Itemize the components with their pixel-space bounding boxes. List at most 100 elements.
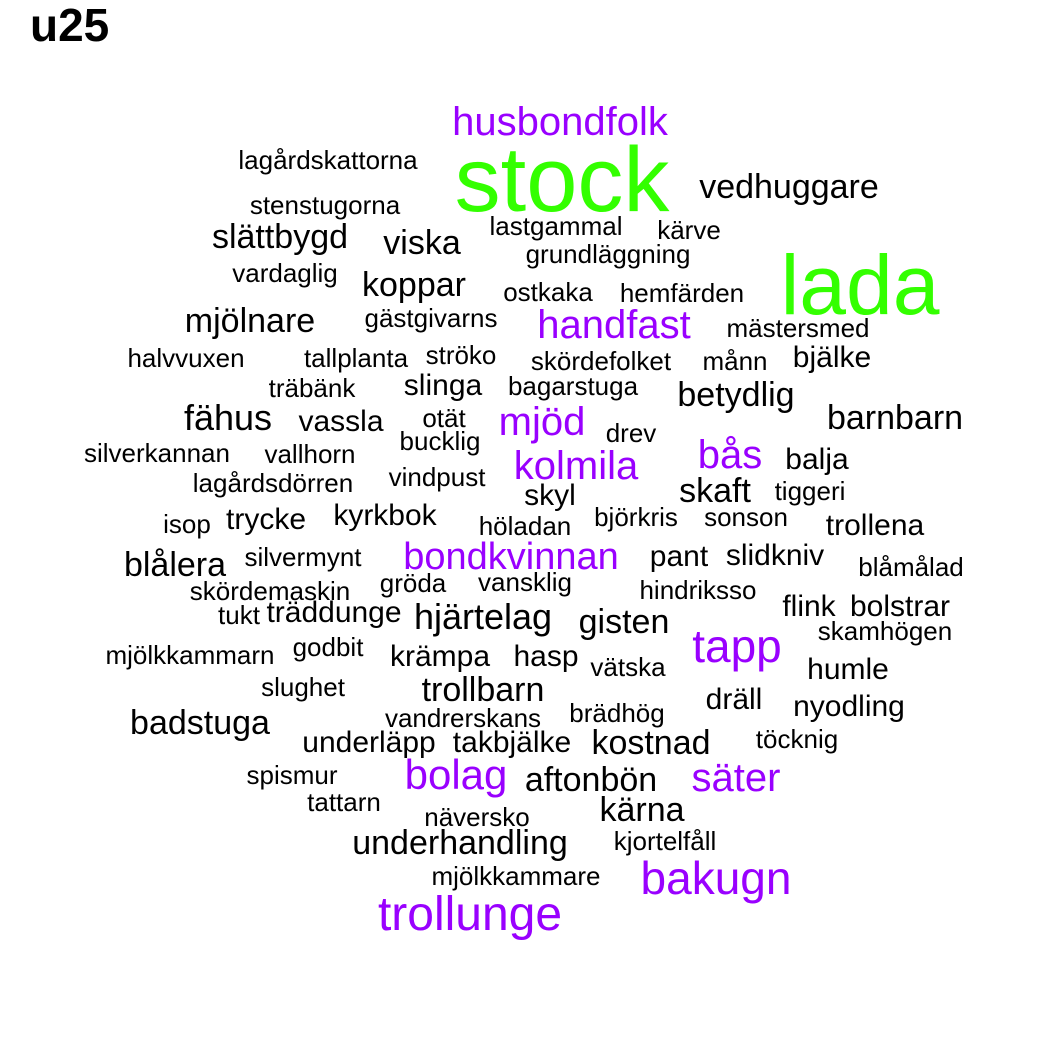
cloud-word: underhandling — [352, 824, 568, 862]
cloud-word: tallplanta — [303, 343, 409, 373]
cloud-word: isop — [163, 509, 211, 539]
cloud-word: bås — [697, 433, 763, 477]
cloud-word: vallhorn — [264, 439, 356, 469]
cloud-word: dräll — [705, 683, 763, 716]
cloud-word: spismur — [246, 760, 338, 790]
cloud-word: björkris — [594, 502, 678, 532]
cloud-word: slidkniv — [725, 539, 825, 572]
cloud-word: skaft — [679, 472, 751, 510]
cloud-word: grundläggning — [525, 239, 691, 269]
cloud-word: blåmålad — [858, 552, 964, 582]
cloud-word: takbjälke — [452, 726, 572, 759]
cloud-word: hjärtelag — [413, 596, 553, 637]
cloud-word: vandrerskans — [384, 703, 542, 733]
cloud-word: sonson — [704, 502, 788, 532]
cloud-word: hemfärden — [619, 278, 745, 308]
cloud-word: vedhuggare — [699, 168, 879, 206]
cloud-word: bucklig — [399, 426, 481, 456]
cloud-word: tattarn — [307, 787, 381, 817]
cloud-word: träddunge — [266, 596, 402, 629]
cloud-word: otät — [422, 403, 466, 433]
cloud-word: fähus — [183, 397, 273, 438]
cloud-word: bolstrar — [849, 590, 951, 623]
cloud-word: bolag — [404, 751, 508, 798]
cloud-word: stenstugorna — [249, 190, 401, 220]
cloud-word: mjölkkammare — [431, 861, 601, 891]
cloud-word: tiggeri — [774, 476, 846, 506]
cloud-word: säter — [691, 756, 781, 800]
cloud-word: flink — [782, 590, 836, 623]
cloud-word: kolmila — [513, 444, 639, 488]
cloud-word: brädhög — [569, 698, 665, 728]
cloud-word: ostkaka — [503, 277, 593, 307]
page-title: u25 — [30, 0, 110, 51]
cloud-word: trycke — [225, 503, 307, 536]
cloud-word: ströko — [425, 340, 497, 370]
cloud-word: lagårdsdörren — [192, 468, 354, 498]
cloud-word: mästersmed — [726, 313, 870, 343]
cloud-word: godbit — [292, 632, 364, 662]
cloud-word: vindpust — [388, 462, 486, 492]
cloud-word: mjöd — [498, 400, 586, 444]
cloud-word: hasp — [513, 640, 579, 673]
cloud-word: kostnad — [591, 724, 711, 762]
cloud-word: viska — [383, 224, 461, 262]
cloud-word: vansklig — [478, 567, 572, 597]
cloud-word: stock — [454, 129, 670, 231]
cloud-word: bjälke — [792, 341, 872, 374]
cloud-word: näversko — [424, 802, 530, 832]
cloud-word: underläpp — [302, 726, 436, 759]
cloud-word: balja — [785, 443, 849, 476]
cloud-word: badstuga — [130, 704, 270, 742]
cloud-word: mjölkkammarn — [105, 640, 275, 670]
cloud-word: bondkvinnan — [403, 536, 619, 578]
cloud-word: lastgammal — [489, 211, 623, 241]
cloud-word: aftonbön — [524, 761, 658, 799]
cloud-word: kärve — [657, 215, 721, 245]
cloud-word: hindriksso — [639, 575, 757, 605]
cloud-word: barnbarn — [826, 399, 964, 437]
cloud-word: vardaglig — [232, 258, 338, 288]
cloud-word: mjölnare — [184, 302, 316, 340]
cloud-word: skördefolket — [530, 346, 672, 376]
cloud-word: bagarstuga — [507, 371, 639, 401]
cloud-word: koppar — [362, 266, 466, 304]
cloud-word: slughet — [261, 672, 345, 702]
cloud-word: skördemaskin — [189, 576, 351, 606]
cloud-word: tapp — [692, 620, 782, 672]
cloud-word: kärna — [599, 791, 685, 829]
cloud-word: husbondfolk — [452, 100, 668, 144]
cloud-word: vassla — [298, 405, 384, 438]
cloud-word: betydlig — [677, 376, 795, 414]
cloud-word: trollbarn — [421, 671, 545, 709]
cloud-word: trollunge — [377, 888, 563, 941]
cloud-word: höladan — [478, 511, 572, 541]
cloud-word: halvvuxen — [127, 343, 245, 373]
cloud-word: gisten — [578, 603, 670, 641]
cloud-word: månn — [702, 346, 768, 376]
cloud-word: blålera — [123, 546, 227, 584]
cloud-word: silverkannan — [84, 438, 230, 468]
cloud-word: lada — [780, 238, 940, 332]
cloud-word: krämpa — [389, 640, 491, 673]
cloud-word: bakugn — [640, 852, 792, 904]
cloud-word: nyodling — [793, 690, 905, 723]
cloud-word: pant — [649, 540, 709, 573]
cloud-word: skamhögen — [817, 616, 953, 646]
cloud-word: kjortelfåll — [613, 826, 717, 856]
cloud-word: handfast — [537, 303, 691, 347]
cloud-word: silvermynt — [244, 542, 362, 572]
cloud-word: slinga — [403, 369, 483, 402]
cloud-word: drev — [605, 418, 657, 448]
cloud-word: trollena — [825, 509, 925, 542]
cloud-word: skyl — [524, 479, 576, 512]
cloud-word: gästgivarns — [364, 303, 498, 333]
cloud-word: vätska — [590, 652, 666, 682]
cloud-word: töcknig — [755, 724, 839, 754]
cloud-word: kyrkbok — [333, 499, 437, 532]
cloud-word: gröda — [379, 568, 447, 598]
cloud-word: träbänk — [268, 373, 356, 403]
cloud-word: lagårdskattorna — [238, 145, 418, 175]
cloud-word: tukt — [218, 600, 260, 630]
cloud-word: slättbygd — [211, 218, 349, 256]
